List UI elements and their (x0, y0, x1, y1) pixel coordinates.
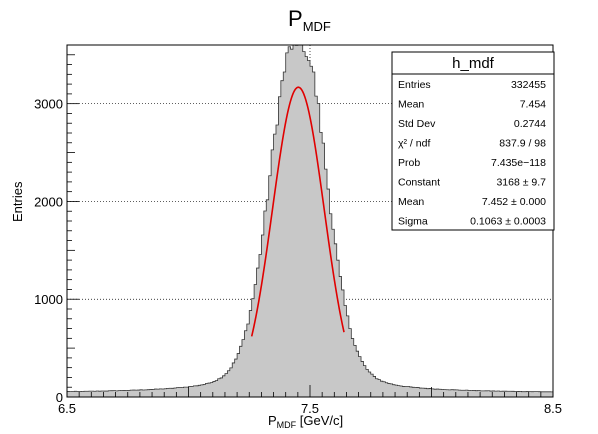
axis-ticks (66, 44, 554, 398)
chart-title-sub: MDF (303, 19, 331, 34)
y-tick-label: 2000 (34, 194, 63, 209)
x-tick-label: 6.5 (58, 401, 76, 416)
stats-row-value: 0.2744 (514, 118, 546, 130)
histogram (66, 44, 554, 398)
x-tick-label: 7.5 (301, 401, 319, 416)
x-axis-label: PMDF [GeV/c] (268, 413, 343, 430)
stats-box-frame (391, 51, 555, 231)
y-tick-label: 0 (56, 390, 63, 405)
gaussian-fit-curve (250, 86, 345, 337)
x-axis-label-sub: MDF (277, 420, 297, 430)
y-axis-label: Entries (10, 181, 25, 222)
stats-row-label: Sigma (398, 215, 428, 227)
x-axis-label-unit: [GeV/c] (296, 413, 343, 428)
stats-row-value: 0.1063 ± 0.0003 (470, 215, 546, 227)
histogram-bins (66, 44, 554, 398)
stats-row-value: 837.9 / 98 (499, 137, 546, 149)
stats-box-title: h_mdf (452, 55, 495, 72)
y-tick-label: 1000 (34, 292, 63, 307)
y-tick-label: 3000 (34, 97, 63, 112)
stats-row-label: Entries (398, 79, 431, 91)
stats-row-label: Std Dev (398, 118, 436, 130)
stats-row-label: Prob (398, 157, 420, 169)
x-tick-label: 8.5 (544, 401, 562, 416)
stats-row-value: 332455 (511, 79, 546, 91)
stats-row-value: 7.452 ± 0.000 (482, 196, 546, 208)
chart-title: PMDF (288, 6, 331, 34)
stats-row-value: 7.435e−118 (491, 157, 546, 169)
stats-row-label: Mean (398, 98, 424, 110)
stats-row-value: 7.454 (520, 98, 546, 110)
stats-box: h_mdf Entries 332455 Mean 7.454 Std Dev 0.274… (391, 51, 555, 231)
stats-row-label: Constant (398, 176, 440, 188)
tick-labels: 6.5 7.5 8.5 0 1000 2000 3000 (34, 97, 562, 416)
stats-row-value: 3168 ± 9.7 (496, 176, 546, 188)
stats-row-label: Mean (398, 196, 424, 208)
stats-rows: Entries 332455 Mean 7.454 Std Dev 0.2744 χ² / … (398, 79, 546, 228)
stats-row-label: χ² / ndf (398, 137, 430, 149)
